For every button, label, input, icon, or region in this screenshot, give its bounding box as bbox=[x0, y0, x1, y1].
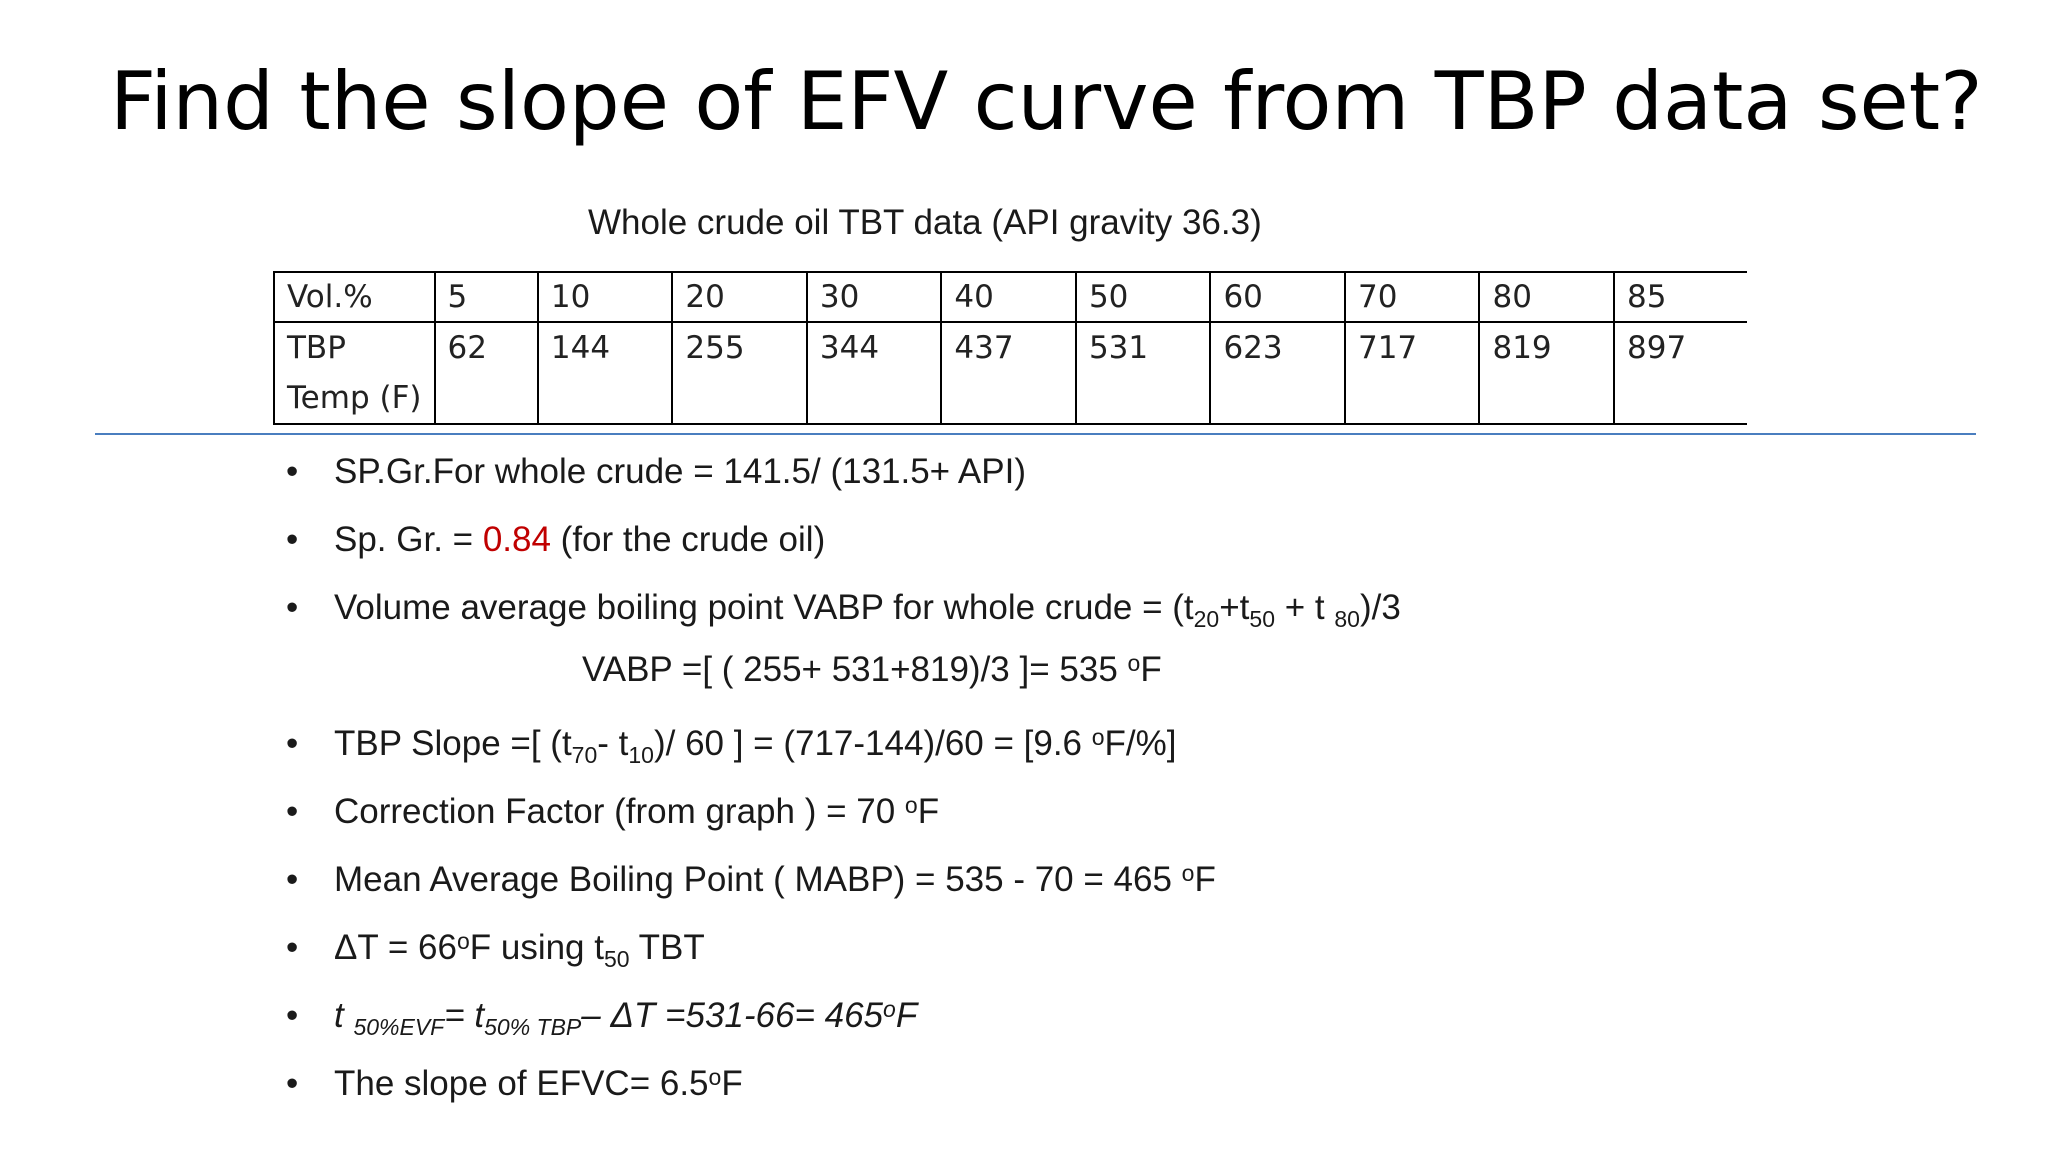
subscript: 50 bbox=[603, 946, 630, 972]
list-item: • SP.Gr.For whole crude = 141.5/ (131.5+… bbox=[286, 444, 1401, 512]
table-cell: 531 bbox=[1074, 321, 1211, 425]
table-cell: 30 bbox=[805, 271, 942, 323]
table-cell: 144 bbox=[536, 321, 673, 425]
bullet-text: + t bbox=[1275, 588, 1335, 627]
table-header-vol: Vol.% bbox=[273, 271, 435, 323]
bullet-text: = t bbox=[444, 996, 485, 1035]
superscript: o bbox=[1127, 650, 1141, 676]
vabp-text: F bbox=[1140, 650, 1162, 689]
table-cell: 255 bbox=[671, 321, 807, 425]
table-cell: 80 bbox=[1478, 271, 1614, 323]
list-item: • TBP Slope =[ (t70- t10)/ 60 ] = (717-1… bbox=[286, 716, 1401, 784]
subscript: 50 bbox=[1249, 606, 1275, 632]
table-cell: 717 bbox=[1343, 321, 1480, 425]
superscript: o bbox=[1091, 724, 1105, 750]
table-cell: 5 bbox=[433, 271, 538, 323]
bullet-text: ΔT = 66 bbox=[334, 928, 457, 967]
superscript: o bbox=[708, 1064, 722, 1090]
table-cell: 437 bbox=[940, 321, 1076, 425]
bullet-text: (for the crude oil) bbox=[550, 520, 826, 559]
subscript: 50% TBP bbox=[484, 1014, 582, 1040]
tbp-data-table: Vol.% 5 10 20 30 40 50 60 70 80 85 TBP Te… bbox=[273, 271, 1747, 425]
bullet-text: TBT bbox=[629, 928, 705, 967]
bullet-text: SP.Gr.For whole crude = 141.5/ (131.5+ A… bbox=[334, 452, 1026, 491]
bullet-icon: • bbox=[286, 520, 299, 559]
list-item: • Correction Factor (from graph ) = 70 o… bbox=[286, 784, 1401, 852]
bullet-text: F/%] bbox=[1104, 724, 1177, 763]
bullet-text: Sp. Gr. = bbox=[334, 520, 483, 559]
table-cell: 897 bbox=[1613, 321, 1747, 425]
bullet-text: The slope of EFVC= 6.5 bbox=[334, 1064, 709, 1103]
table-cell: 50 bbox=[1074, 271, 1211, 323]
table-cell: 85 bbox=[1613, 271, 1747, 323]
header-line: TBP bbox=[287, 330, 346, 366]
bullet-text: - t bbox=[597, 724, 629, 763]
bullet-text: F bbox=[1194, 860, 1216, 899]
header-line: Temp (F) bbox=[287, 380, 422, 416]
bullet-icon: • bbox=[286, 996, 299, 1035]
superscript: o bbox=[1181, 860, 1195, 886]
table-cell: 20 bbox=[671, 271, 807, 323]
vabp-calculation: VABP =[ ( 255+ 531+819)/3 ]= 535 oF bbox=[582, 650, 1162, 690]
bullet-text: )/3 bbox=[1359, 588, 1401, 627]
table-cell: 60 bbox=[1209, 271, 1345, 323]
bullet-text: Volume average boiling point VABP for wh… bbox=[334, 588, 1194, 627]
table-cell: 62 bbox=[433, 321, 538, 425]
bullet-icon: • bbox=[286, 792, 299, 831]
superscript: o bbox=[456, 928, 470, 954]
divider-line bbox=[95, 433, 1976, 435]
table-row-vol: Vol.% 5 10 20 30 40 50 60 70 80 85 bbox=[273, 271, 1747, 323]
bullet-icon: • bbox=[286, 588, 299, 627]
bullet-text: F using t bbox=[469, 928, 604, 967]
bullet-text: TBP Slope =[ (t bbox=[334, 724, 572, 763]
list-item: • Volume average boiling point VABP for … bbox=[286, 580, 1401, 648]
list-item: • Mean Average Boiling Point ( MABP) = 5… bbox=[286, 852, 1401, 920]
list-item: • Sp. Gr. = 0.84 (for the crude oil) bbox=[286, 512, 1401, 580]
list-item: • ΔT = 66oF using t50 TBT bbox=[286, 920, 1401, 988]
bullet-text: +t bbox=[1219, 588, 1250, 627]
superscript: o bbox=[904, 792, 918, 818]
table-cell: 344 bbox=[805, 321, 942, 425]
bullet-icon: • bbox=[286, 928, 299, 967]
table-caption: Whole crude oil TBT data (API gravity 36… bbox=[588, 203, 1262, 242]
slide-title: Find the slope of EFV curve from TBP dat… bbox=[110, 55, 1983, 148]
superscript: o bbox=[883, 996, 896, 1022]
table-cell: 40 bbox=[940, 271, 1076, 323]
subscript: 70 bbox=[571, 742, 598, 768]
table-cell: 623 bbox=[1209, 321, 1345, 425]
bullet-text: t bbox=[334, 996, 354, 1035]
bullet-text: – ΔT =531-66= 465 bbox=[581, 996, 884, 1035]
table-cell: 819 bbox=[1478, 321, 1614, 425]
table-header-temp: TBP Temp (F) bbox=[273, 321, 435, 425]
subscript: 80 bbox=[1334, 606, 1360, 632]
subscript: 50%EVF bbox=[353, 1014, 445, 1040]
bullet-text: Correction Factor (from graph ) = 70 bbox=[334, 792, 905, 831]
bullet-list: • SP.Gr.For whole crude = 141.5/ (131.5+… bbox=[286, 444, 1401, 1124]
bullet-text: Mean Average Boiling Point ( MABP) = 535… bbox=[334, 860, 1182, 899]
bullet-text: )/ 60 ] = (717-144)/60 = [9.6 bbox=[653, 724, 1092, 763]
bullet-icon: • bbox=[286, 860, 299, 899]
sp-gr-value: 0.84 bbox=[482, 520, 551, 559]
bullet-text: F bbox=[917, 792, 940, 831]
vabp-text: VABP =[ ( 255+ 531+819)/3 ]= 535 bbox=[582, 650, 1128, 689]
bullet-text: F bbox=[721, 1064, 743, 1103]
bullet-icon: • bbox=[286, 724, 299, 763]
table-cell: 10 bbox=[536, 271, 673, 323]
subscript: 20 bbox=[1193, 606, 1220, 632]
table-cell: 70 bbox=[1343, 271, 1480, 323]
bullet-icon: • bbox=[286, 452, 299, 491]
list-item: • The slope of EFVC= 6.5oF bbox=[286, 1056, 1401, 1124]
list-item: • t 50%EVF= t50% TBP– ΔT =531-66= 465oF bbox=[286, 988, 1401, 1056]
table-row-temp: TBP Temp (F) 62 144 255 344 437 531 623 7… bbox=[273, 321, 1747, 425]
subscript: 10 bbox=[628, 742, 654, 768]
bullet-text: F bbox=[895, 996, 918, 1035]
bullet-icon: • bbox=[286, 1064, 299, 1103]
